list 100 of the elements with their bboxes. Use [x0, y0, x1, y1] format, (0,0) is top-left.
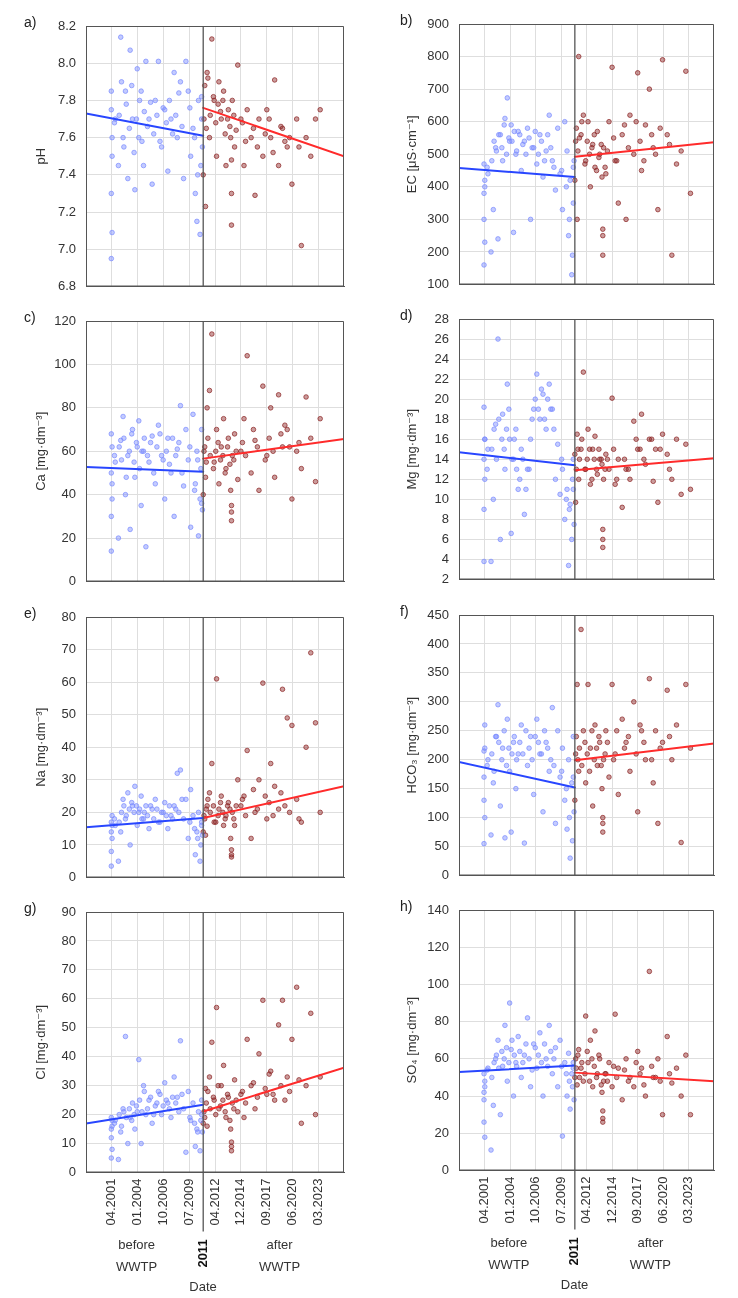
y-tick-label: 300 [427, 693, 449, 709]
chart-title: f) [400, 602, 409, 619]
text: before WWTP [116, 1236, 158, 1274]
x-axis-title: Date [560, 1276, 589, 1292]
y-tick-label: 80 [61, 399, 76, 415]
y-tick-label: 70 [61, 961, 76, 977]
x-tick-label: 10.2006 [154, 1178, 170, 1226]
y-axis-title: EC [μS·cm⁻¹] [404, 115, 420, 194]
chart-title: h) [400, 897, 413, 914]
y-tick-label: 0 [441, 1162, 449, 1178]
chart-title: a) [24, 13, 37, 30]
y-tick-label: 80 [61, 608, 76, 624]
y-axis-title: Cl [mg·dm⁻³] [33, 1004, 49, 1080]
y-tick-label: 50 [61, 706, 76, 722]
y-tick-label: 90 [61, 903, 76, 919]
y-tick-label: 8.2 [57, 17, 76, 33]
text: before WWTP [488, 1234, 530, 1272]
x-tick-label: 10.2006 [527, 1176, 543, 1224]
y-tick-label: 7.2 [57, 203, 76, 219]
y-axis-title: Na [mg·dm⁻³] [33, 707, 49, 787]
y-tick-label: 20 [434, 390, 449, 406]
x-tick-label: 09.2017 [258, 1178, 274, 1226]
y-tick-label: 250 [427, 722, 449, 738]
y-tick-label: 10 [434, 490, 449, 506]
y-tick-label: 150 [427, 780, 449, 796]
y-tick-label: 400 [427, 178, 449, 194]
x-tick-label: 04.2001 [103, 1178, 119, 1226]
y-axis-title: Ca [mg·dm⁻³] [33, 411, 49, 491]
y-tick-label: 100 [54, 355, 76, 371]
ref-line-label: 2011 [566, 1237, 582, 1266]
y-tick-label: 8.0 [57, 54, 76, 70]
y-tick-label: 50 [434, 838, 449, 854]
y-tick-label: 450 [427, 606, 449, 622]
chart-title: g) [24, 899, 37, 916]
y-tick-label: 900 [427, 15, 449, 31]
x-tick-label: 09.2017 [629, 1176, 645, 1224]
x-tick-label: 06.2020 [283, 1178, 299, 1226]
x-tick-label: 06.2020 [654, 1176, 670, 1224]
x-tick-label: 01.2004 [501, 1176, 517, 1224]
y-tick-label: 70 [61, 641, 76, 657]
y-tick-label: 7.4 [57, 166, 76, 182]
y-tick-label: 60 [61, 990, 76, 1006]
x-tick-label: 03.2023 [309, 1178, 325, 1226]
x-axis-title: Date [189, 1278, 217, 1294]
y-tick-label: 300 [427, 210, 449, 226]
text: after WWTP [259, 1236, 301, 1274]
y-tick-label: 60 [61, 442, 76, 458]
chart-title: d) [400, 306, 413, 323]
y-tick-label: 26 [434, 330, 449, 346]
y-tick-label: 20 [434, 1124, 449, 1140]
y-tick-label: 200 [427, 751, 449, 767]
y-tick-label: 40 [61, 738, 76, 754]
y-tick-label: 80 [434, 1013, 449, 1029]
y-tick-label: 28 [434, 310, 449, 326]
y-tick-label: 0 [441, 867, 449, 883]
x-tick-label: 01.2004 [129, 1178, 145, 1226]
y-tick-label: 12 [434, 470, 449, 486]
y-tick-label: 400 [427, 635, 449, 651]
y-tick-label: 14 [434, 450, 449, 466]
y-tick-label: 7.0 [57, 240, 76, 256]
y-tick-label: 350 [427, 664, 449, 680]
y-tick-label: 60 [434, 1050, 449, 1066]
x-tick-label: 03.2023 [680, 1176, 696, 1224]
y-tick-label: 22 [434, 370, 449, 386]
y-axis-title: Mg [mg·dm⁻³] [404, 408, 420, 490]
y-tick-label: 100 [427, 976, 449, 992]
y-tick-label: 24 [434, 350, 449, 366]
y-axis-title: HCO₃ [mg·dm⁻³] [404, 696, 420, 794]
y-tick-label: 120 [54, 312, 76, 328]
y-tick-label: 30 [61, 1077, 76, 1093]
y-tick-label: 18 [434, 410, 449, 426]
x-tick-label: 04.2001 [476, 1176, 492, 1224]
x-tick-label: 04.2012 [578, 1176, 594, 1224]
y-tick-label: 0 [68, 1164, 76, 1180]
chart-title: b) [400, 11, 413, 28]
y-tick-label: 100 [427, 276, 449, 292]
y-tick-label: 40 [61, 486, 76, 502]
y-tick-label: 8 [441, 510, 449, 526]
y-tick-label: 120 [427, 938, 449, 954]
y-tick-label: 6.8 [57, 278, 76, 294]
y-tick-label: 500 [427, 145, 449, 161]
y-tick-label: 700 [427, 80, 449, 96]
y-tick-label: 2 [441, 571, 449, 587]
y-tick-label: 140 [427, 901, 449, 917]
y-tick-label: 40 [61, 1048, 76, 1064]
ref-line-label: 2011 [194, 1239, 210, 1268]
chart-title: c) [24, 308, 36, 325]
y-tick-label: 7.6 [57, 129, 76, 145]
y-tick-label: 20 [61, 803, 76, 819]
y-tick-label: 800 [427, 48, 449, 64]
y-tick-label: 30 [61, 771, 76, 787]
x-tick-label: 07.2009 [180, 1178, 196, 1226]
y-axis-title: pH [33, 147, 49, 165]
y-tick-label: 60 [61, 673, 76, 689]
y-tick-label: 0 [68, 573, 76, 589]
y-tick-label: 200 [427, 243, 449, 259]
x-tick-label: 12.2014 [603, 1176, 619, 1224]
y-tick-label: 16 [434, 430, 449, 446]
x-tick-label: 12.2014 [232, 1178, 248, 1226]
y-tick-label: 20 [61, 529, 76, 545]
